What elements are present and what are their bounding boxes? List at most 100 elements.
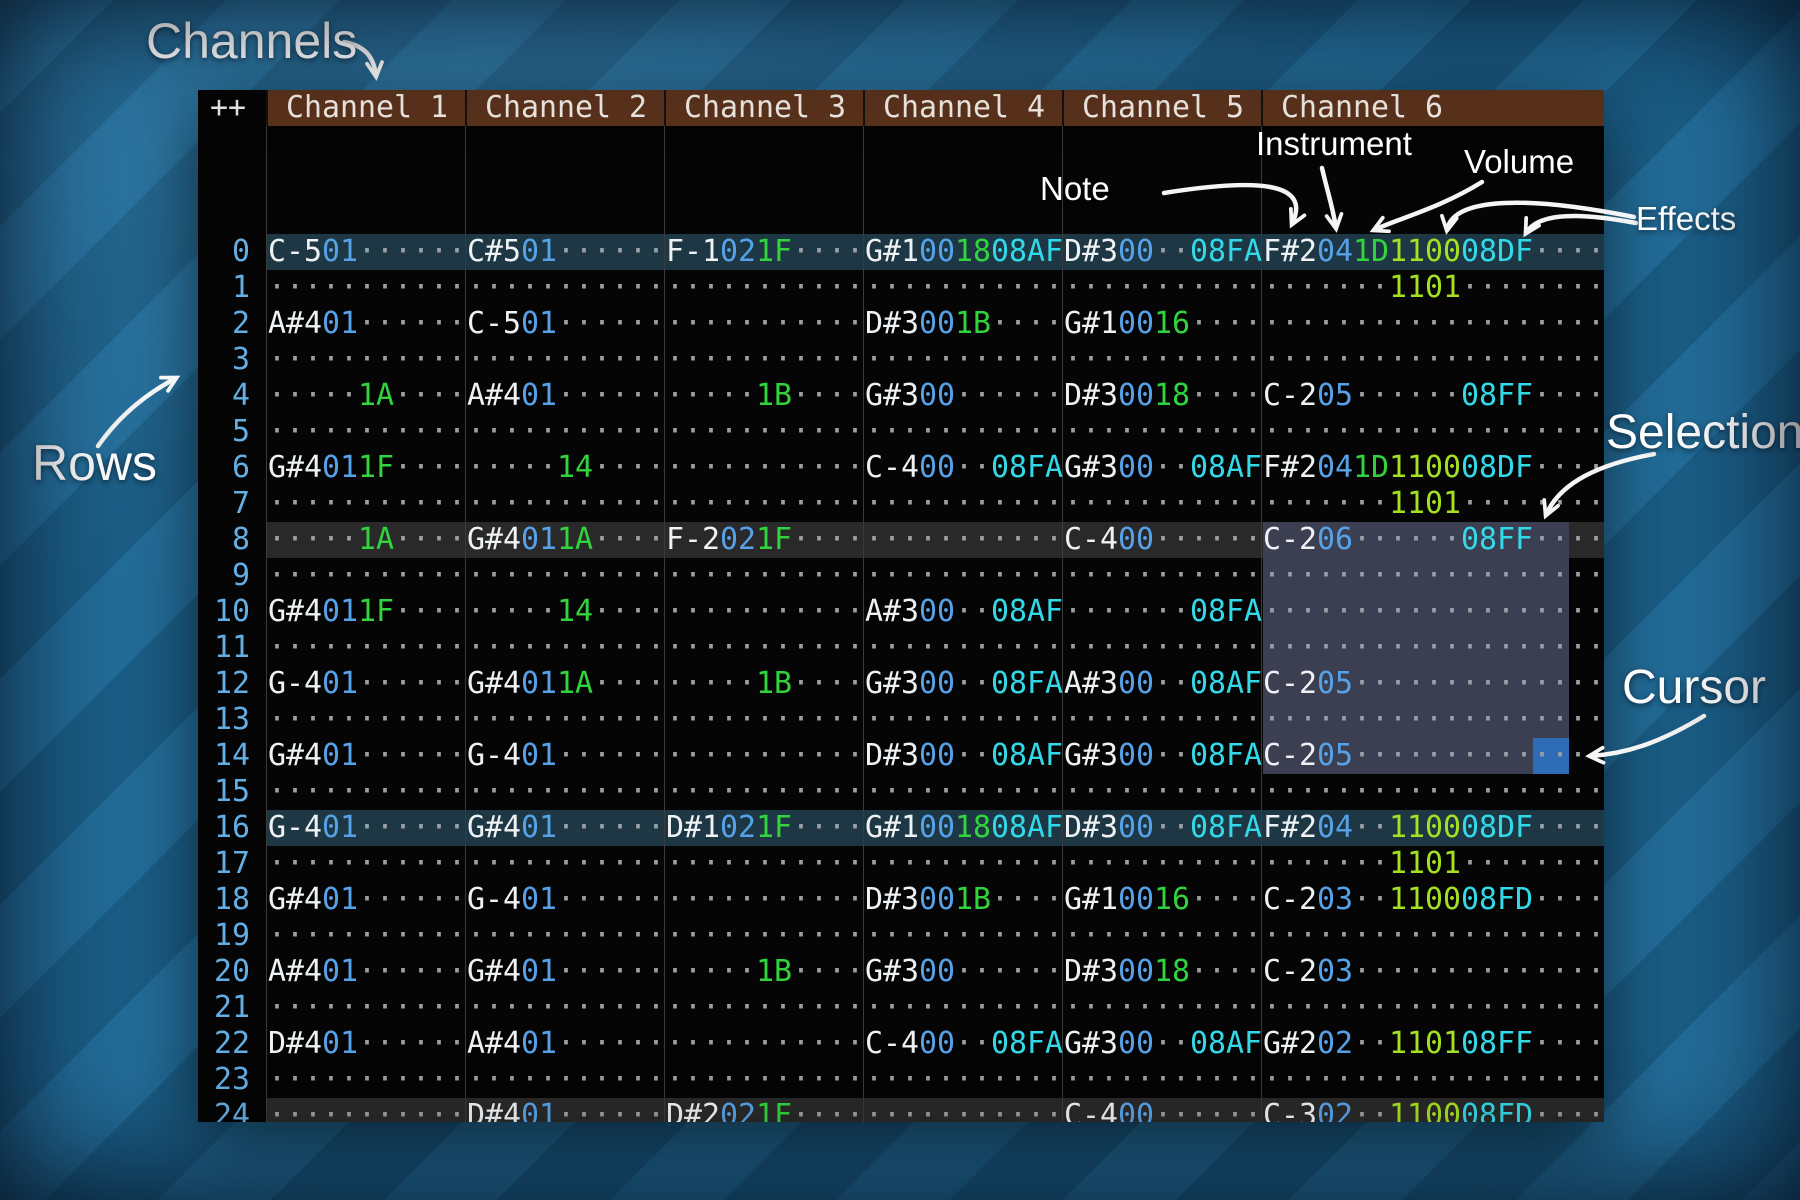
- pattern-cell-ch1[interactable]: G #4 0 1 1 F · · · ·: [266, 450, 466, 486]
- pattern-cell-ch6[interactable]: C -3 0 2 · · 1 1 0 0 0 8 F D · · · ·: [1261, 1098, 1604, 1122]
- pattern-cell-ch2[interactable]: · · · · · · · · · · ·: [465, 414, 665, 450]
- pattern-cell-ch1[interactable]: · · · · · · · · · · ·: [266, 846, 466, 882]
- pattern-cell-ch4[interactable]: G #1 0 0 1 8 0 8 A F: [863, 810, 1063, 846]
- pattern-cell-ch6[interactable]: · · · · · · · · · · · · · · · · · · ·: [1261, 630, 1604, 666]
- pattern-cell-ch2[interactable]: · · · · · · · · · · ·: [465, 630, 665, 666]
- pattern-cell-ch5[interactable]: A #3 0 0 · · 0 8 A F: [1062, 666, 1262, 702]
- pattern-cell-ch3[interactable]: D #2 0 2 1 F · · · ·: [664, 1098, 864, 1122]
- pattern-cell-ch1[interactable]: · · · · · · · · · · ·: [266, 990, 466, 1026]
- pattern-cell-ch1[interactable]: · · · · · · · · · · ·: [266, 270, 466, 306]
- pattern-cell-ch5[interactable]: · · · · · · · · · · ·: [1062, 846, 1262, 882]
- pattern-cell-ch1[interactable]: A #4 0 1 · · · · · ·: [266, 306, 466, 342]
- pattern-cell-ch4[interactable]: G #3 0 0 · · 0 8 F A: [863, 666, 1063, 702]
- pattern-cell-ch6[interactable]: F #2 0 4 · · 1 1 0 0 0 8 D F · · · ·: [1261, 810, 1604, 846]
- channel-header-3[interactable]: Channel 3: [664, 90, 863, 126]
- pattern-cell-ch1[interactable]: · · · · · 1 A · · · ·: [266, 378, 466, 414]
- channel-header-5[interactable]: Channel 5: [1062, 90, 1261, 126]
- pattern-cell-ch6[interactable]: G #2 0 2 · · 1 1 0 1 0 8 F F · · · ·: [1261, 1026, 1604, 1062]
- pattern-cell-ch4[interactable]: · · · · · · · · · · ·: [863, 270, 1063, 306]
- pattern-cell-ch5[interactable]: D #3 0 0 1 8 · · · ·: [1062, 954, 1262, 990]
- pattern-cell-ch1[interactable]: G #4 0 1 1 F · · · ·: [266, 594, 466, 630]
- pattern-cell-ch3[interactable]: · · · · · · · · · · ·: [664, 918, 864, 954]
- pattern-cell-ch3[interactable]: · · · · · · · · · · ·: [664, 846, 864, 882]
- pattern-cell-ch6[interactable]: · · · · · · · 1 1 0 1 · · · · · · · ·: [1261, 846, 1604, 882]
- pattern-cell-ch2[interactable]: C -5 0 1 · · · · · ·: [465, 306, 665, 342]
- pattern-cell-ch6[interactable]: · · · · · · · · · · · · · · · · · · ·: [1261, 594, 1604, 630]
- pattern-cell-ch1[interactable]: G #4 0 1 · · · · · ·: [266, 882, 466, 918]
- pattern-cell-ch3[interactable]: · · · · · · · · · · ·: [664, 738, 864, 774]
- pattern-cell-ch5[interactable]: · · · · · · · 0 8 F A: [1062, 594, 1262, 630]
- pattern-cell-ch4[interactable]: · · · · · · · · · · ·: [863, 1098, 1063, 1122]
- pattern-cell-ch4[interactable]: G #3 0 0 · · · · · ·: [863, 954, 1063, 990]
- pattern-cell-ch2[interactable]: · · · · · · · · · · ·: [465, 342, 665, 378]
- pattern-cell-ch2[interactable]: G -4 0 1 · · · · · ·: [465, 882, 665, 918]
- pattern-cell-ch3[interactable]: · · · · · · · · · · ·: [664, 1026, 864, 1062]
- pattern-cell-ch3[interactable]: · · · · · · · · · · ·: [664, 486, 864, 522]
- pattern-cell-ch2[interactable]: · · · · · · · · · · ·: [465, 990, 665, 1026]
- pattern-cell-ch4[interactable]: · · · · · · · · · · ·: [863, 486, 1063, 522]
- pattern-cell-ch4[interactable]: · · · · · · · · · · ·: [863, 522, 1063, 558]
- pattern-cell-ch4[interactable]: D #3 0 0 1 B · · · ·: [863, 306, 1063, 342]
- pattern-cell-ch5[interactable]: G #3 0 0 · · 0 8 A F: [1062, 1026, 1262, 1062]
- pattern-cell-ch4[interactable]: · · · · · · · · · · ·: [863, 630, 1063, 666]
- pattern-cell-ch3[interactable]: · · · · · · · · · · ·: [664, 882, 864, 918]
- pattern-cell-ch6[interactable]: · · · · · · · · · · · · · · · · · · ·: [1261, 774, 1604, 810]
- pattern-cell-ch5[interactable]: · · · · · · · · · · ·: [1062, 918, 1262, 954]
- pattern-cell-ch1[interactable]: C -5 0 1 · · · · · ·: [266, 234, 466, 270]
- pattern-cell-ch6[interactable]: · · · · · · · · · · · · · · · · · · ·: [1261, 990, 1604, 1026]
- pattern-cell-ch3[interactable]: · · · · · · · · · · ·: [664, 1062, 864, 1098]
- pattern-cell-ch6[interactable]: C -2 0 5 · · · · · · · · · · · · · ·: [1261, 738, 1604, 774]
- pattern-cell-ch4[interactable]: · · · · · · · · · · ·: [863, 990, 1063, 1026]
- channel-header-6[interactable]: Channel 6: [1261, 90, 1604, 126]
- pattern-cell-ch5[interactable]: · · · · · · · · · · ·: [1062, 270, 1262, 306]
- pattern-cell-ch4[interactable]: · · · · · · · · · · ·: [863, 918, 1063, 954]
- pattern-cell-ch2[interactable]: G #4 0 1 · · · · · ·: [465, 810, 665, 846]
- pattern-cell-ch1[interactable]: · · · · · · · · · · ·: [266, 342, 466, 378]
- pattern-cell-ch2[interactable]: A #4 0 1 · · · · · ·: [465, 378, 665, 414]
- pattern-cell-ch1[interactable]: G -4 0 1 · · · · · ·: [266, 666, 466, 702]
- pattern-cell-ch4[interactable]: C -4 0 0 · · 0 8 F A: [863, 1026, 1063, 1062]
- pattern-cell-ch2[interactable]: G #4 0 1 1 A · · · ·: [465, 522, 665, 558]
- pattern-cell-ch2[interactable]: G #4 0 1 1 A · · · ·: [465, 666, 665, 702]
- pattern-cell-ch3[interactable]: · · · · · · · · · · ·: [664, 270, 864, 306]
- pattern-cell-ch4[interactable]: A #3 0 0 · · 0 8 A F: [863, 594, 1063, 630]
- pattern-cell-ch6[interactable]: · · · · · · · · · · · · · · · · · · ·: [1261, 1062, 1604, 1098]
- pattern-cell-ch6[interactable]: · · · · · · · · · · · · · · · · · · ·: [1261, 702, 1604, 738]
- pattern-cell-ch5[interactable]: C -4 0 0 · · · · · ·: [1062, 1098, 1262, 1122]
- pattern-cell-ch2[interactable]: · · · · · · · · · · ·: [465, 702, 665, 738]
- pattern-cell-ch1[interactable]: · · · · · · · · · · ·: [266, 918, 466, 954]
- pattern-cell-ch1[interactable]: A #4 0 1 · · · · · ·: [266, 954, 466, 990]
- pattern-cell-ch5[interactable]: D #3 0 0 · · 0 8 F A: [1062, 810, 1262, 846]
- pattern-cell-ch3[interactable]: · · · · · · · · · · ·: [664, 342, 864, 378]
- pattern-cursor[interactable]: [1533, 738, 1569, 774]
- pattern-cell-ch3[interactable]: · · · · · · · · · · ·: [664, 630, 864, 666]
- pattern-cell-ch5[interactable]: G #3 0 0 · · 0 8 F A: [1062, 738, 1262, 774]
- pattern-cell-ch2[interactable]: · · · · · · · · · · ·: [465, 486, 665, 522]
- channel-header-4[interactable]: Channel 4: [863, 90, 1062, 126]
- pattern-cell-ch5[interactable]: · · · · · · · · · · ·: [1062, 1062, 1262, 1098]
- pattern-cell-ch1[interactable]: G -4 0 1 · · · · · ·: [266, 810, 466, 846]
- pattern-cell-ch4[interactable]: D #3 0 0 1 B · · · ·: [863, 882, 1063, 918]
- pattern-cell-ch6[interactable]: · · · · · · · · · · · · · · · · · · ·: [1261, 342, 1604, 378]
- pattern-cell-ch6[interactable]: C -2 0 5 · · · · · · · · · · · · · ·: [1261, 666, 1604, 702]
- pattern-cell-ch6[interactable]: · · · · · · · 1 1 0 1 · · · · · · · ·: [1261, 270, 1604, 306]
- pattern-cell-ch6[interactable]: C -2 0 3 · · 1 1 0 0 0 8 F D · · · ·: [1261, 882, 1604, 918]
- pattern-cell-ch3[interactable]: · · · · · · · · · · ·: [664, 702, 864, 738]
- pattern-cell-ch2[interactable]: · · · · · · · · · · ·: [465, 774, 665, 810]
- pattern-cell-ch6[interactable]: C -2 0 5 · · · · · · 0 8 F F · · · ·: [1261, 378, 1604, 414]
- pattern-cell-ch6[interactable]: · · · · · · · · · · · · · · · · · · ·: [1261, 918, 1604, 954]
- pattern-cell-ch2[interactable]: A #4 0 1 · · · · · ·: [465, 1026, 665, 1062]
- pattern-cell-ch1[interactable]: · · · · · 1 A · · · ·: [266, 522, 466, 558]
- pattern-cell-ch6[interactable]: · · · · · · · 1 1 0 1 · · · · · · · ·: [1261, 486, 1604, 522]
- pattern-cell-ch1[interactable]: · · · · · · · · · · ·: [266, 1062, 466, 1098]
- pattern-cell-ch3[interactable]: · · · · · 1 B · · · ·: [664, 954, 864, 990]
- pattern-cell-ch4[interactable]: G #3 0 0 · · · · · ·: [863, 378, 1063, 414]
- pattern-cell-ch2[interactable]: G -4 0 1 · · · · · ·: [465, 738, 665, 774]
- pattern-cell-ch2[interactable]: · · · · · 1 4 · · · ·: [465, 594, 665, 630]
- pattern-cell-ch1[interactable]: · · · · · · · · · · ·: [266, 774, 466, 810]
- pattern-cell-ch5[interactable]: G #3 0 0 · · 0 8 A F: [1062, 450, 1262, 486]
- pattern-cell-ch3[interactable]: F -2 0 2 1 F · · · ·: [664, 522, 864, 558]
- pattern-cell-ch6[interactable]: · · · · · · · · · · · · · · · · · · ·: [1261, 414, 1604, 450]
- channel-header-2[interactable]: Channel 2: [465, 90, 664, 126]
- pattern-cell-ch1[interactable]: · · · · · · · · · · ·: [266, 630, 466, 666]
